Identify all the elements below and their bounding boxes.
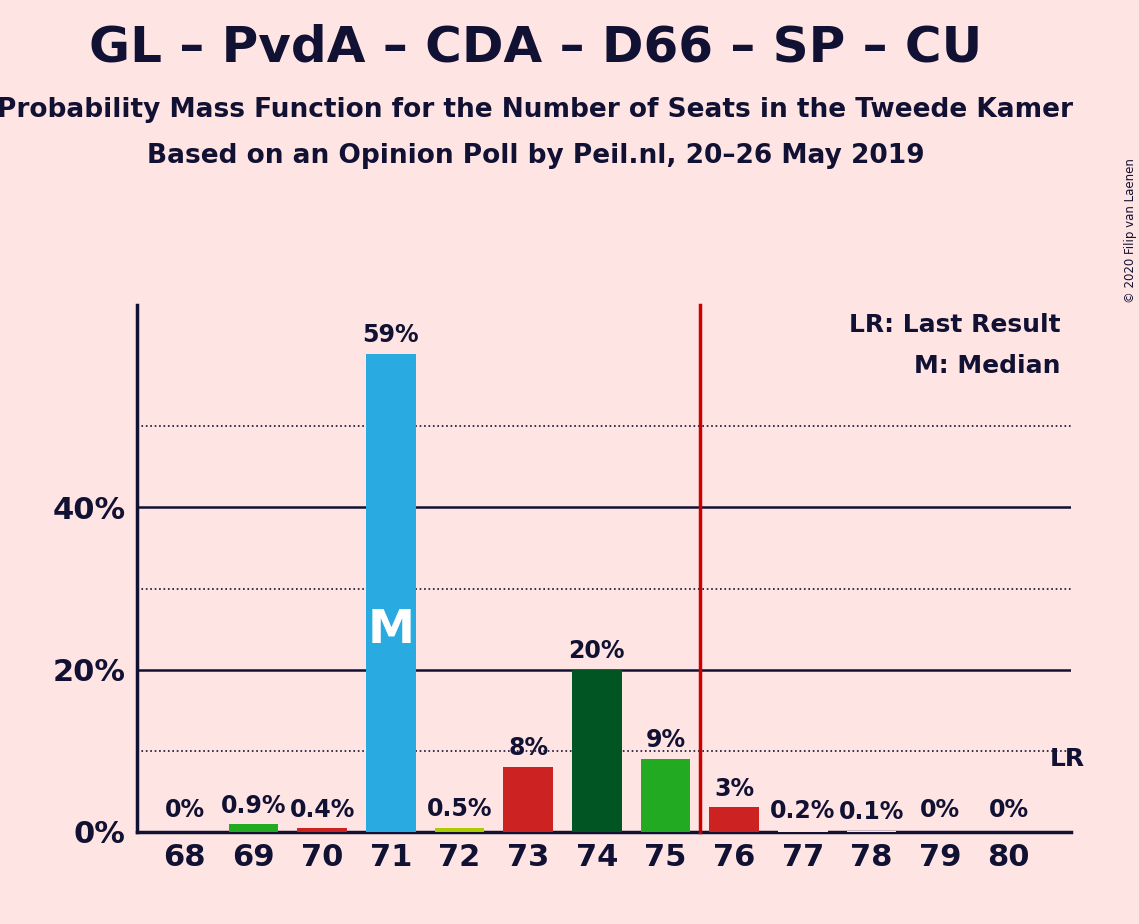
Text: 3%: 3% bbox=[714, 777, 754, 801]
Text: 0.2%: 0.2% bbox=[770, 799, 836, 823]
Text: 20%: 20% bbox=[568, 639, 625, 663]
Text: LR: Last Result: LR: Last Result bbox=[849, 313, 1060, 337]
Text: 59%: 59% bbox=[362, 323, 419, 347]
Bar bbox=[435, 828, 484, 832]
Text: LR: LR bbox=[1050, 747, 1084, 771]
Bar bbox=[778, 830, 828, 832]
Bar bbox=[572, 670, 622, 832]
Text: 8%: 8% bbox=[508, 736, 548, 760]
Bar bbox=[503, 767, 552, 832]
Text: M: Median: M: Median bbox=[913, 354, 1060, 378]
Text: 0%: 0% bbox=[989, 798, 1029, 821]
Text: GL – PvdA – CDA – D66 – SP – CU: GL – PvdA – CDA – D66 – SP – CU bbox=[89, 23, 982, 71]
Text: Probability Mass Function for the Number of Seats in the Tweede Kamer: Probability Mass Function for the Number… bbox=[0, 97, 1073, 123]
Bar bbox=[297, 828, 347, 832]
Text: 0.1%: 0.1% bbox=[838, 800, 904, 824]
Bar bbox=[229, 824, 278, 832]
Text: 9%: 9% bbox=[646, 728, 686, 752]
Bar bbox=[366, 354, 416, 832]
Text: M: M bbox=[367, 608, 415, 653]
Text: 0.4%: 0.4% bbox=[289, 798, 354, 821]
Text: 0%: 0% bbox=[920, 798, 960, 821]
Text: 0%: 0% bbox=[165, 798, 205, 821]
Text: Based on an Opinion Poll by Peil.nl, 20–26 May 2019: Based on an Opinion Poll by Peil.nl, 20–… bbox=[147, 143, 924, 169]
Text: © 2020 Filip van Laenen: © 2020 Filip van Laenen bbox=[1124, 159, 1137, 303]
Text: 0.5%: 0.5% bbox=[427, 797, 492, 821]
Bar bbox=[641, 759, 690, 832]
Text: 0.9%: 0.9% bbox=[221, 794, 286, 818]
Bar bbox=[710, 808, 759, 832]
